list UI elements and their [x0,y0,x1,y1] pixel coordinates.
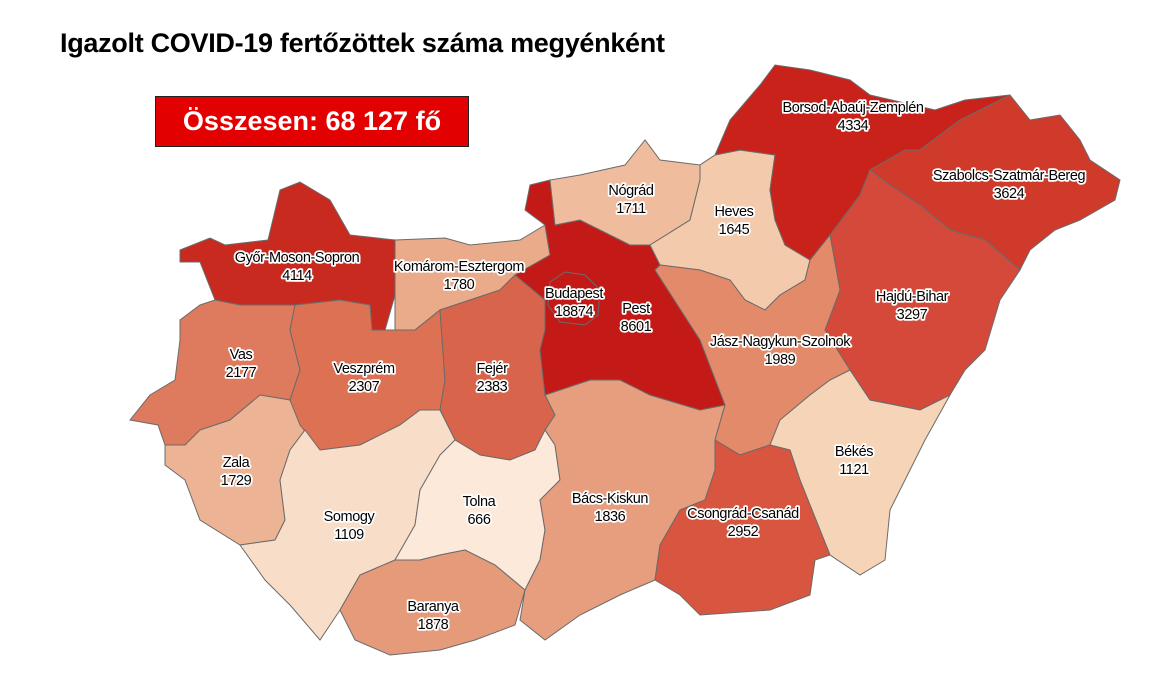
label-veszprem-value: 2307 [349,379,380,395]
label-tolna-name: Tolna [463,494,497,510]
label-bekes-name: Békés [835,444,873,460]
label-baranya-name: Baranya [407,599,460,615]
label-pest-value: 8601 [621,319,652,335]
label-szabolcs-value: 3624 [994,186,1025,202]
label-borsod-name: Borsod-Abaúj-Zemplén [782,100,923,116]
label-vas-name: Vas [230,347,253,363]
label-hajdu-name: Hajdú-Bihar [876,289,949,305]
label-bacs-name: Bács-Kiskun [572,491,649,507]
label-tolna-value: 666 [468,512,491,528]
label-gyor-name: Győr-Moson-Sopron [235,250,360,266]
county-budapest[interactable] [547,271,601,326]
label-fejer-name: Fejér [476,361,508,377]
label-gyor-value: 4114 [282,268,312,284]
label-pest-name: Pest [622,301,650,317]
label-baranya-value: 1878 [418,617,449,633]
label-zala-name: Zala [223,455,251,471]
county-baranya[interactable] [339,549,526,656]
label-zala-value: 1729 [221,473,252,489]
label-somogy-name: Somogy [324,509,376,525]
label-veszprem-name: Veszprém [333,361,395,377]
label-csongrad-name: Csongrád-Csanád [687,506,799,522]
county-labels: Győr-Moson-Sopron 4114 Komárom-Esztergom… [219,98,1088,635]
label-szabolcs-name: Szabolcs-Szatmár-Bereg [933,168,1086,184]
label-komarom-name: Komárom-Esztergom [394,259,524,275]
label-vas-value: 2177 [226,365,257,381]
county-szabolcs-szatmar-bereg[interactable] [869,94,1121,271]
label-csongrad-value: 2952 [728,524,759,540]
label-komarom-value: 1780 [444,277,475,293]
label-bacs-value: 1836 [595,509,626,525]
label-budapest-name: Budapest [545,286,603,302]
map-title: Igazolt COVID-19 fertőzöttek száma megyé… [60,28,665,58]
label-bekes-value: 1121 [839,462,869,478]
label-nograd-value: 1711 [616,201,646,217]
label-nograd-name: Nógrád [608,183,653,199]
label-somogy-value: 1109 [334,527,364,543]
label-heves-name: Heves [714,204,753,220]
label-heves-value: 1645 [719,222,750,238]
label-borsod-value: 4334 [838,118,869,134]
total-count-box: Összesen: 68 127 fő [155,96,469,147]
county-csongrad-csanad[interactable] [654,439,831,616]
label-budapest-value: 18874 [555,304,594,320]
label-jasz-name: Jász-Nagykun-Szolnok [710,334,851,350]
label-jasz-value: 1989 [765,352,796,368]
label-fejer-value: 2383 [477,379,508,395]
label-hajdu-value: 3297 [897,307,928,323]
